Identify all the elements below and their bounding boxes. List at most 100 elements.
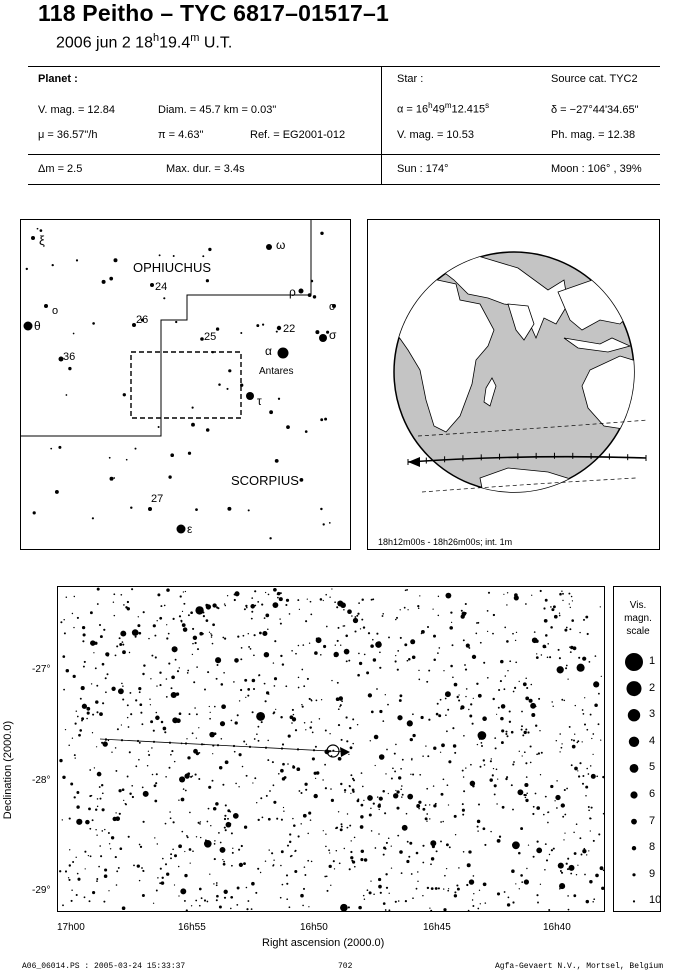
field-star xyxy=(138,631,142,635)
field-star xyxy=(280,864,282,867)
field-star xyxy=(213,883,215,885)
field-star xyxy=(68,878,71,881)
field-star xyxy=(377,804,381,808)
field-star xyxy=(118,789,122,793)
field-star xyxy=(180,797,185,802)
header-divider xyxy=(381,66,382,184)
field-star xyxy=(174,854,177,858)
field-star xyxy=(406,859,410,864)
field-star xyxy=(410,639,416,645)
field-star xyxy=(581,782,585,785)
field-star xyxy=(427,755,430,758)
field-star xyxy=(223,826,226,829)
field-star xyxy=(599,606,601,608)
field-star xyxy=(245,886,248,889)
finder-star xyxy=(304,430,308,433)
field-star xyxy=(503,688,506,691)
field-star xyxy=(558,657,561,660)
field-star xyxy=(472,697,474,700)
field-star xyxy=(156,843,159,845)
field-star xyxy=(96,805,99,808)
field-star xyxy=(433,746,437,750)
field-star xyxy=(187,669,190,672)
field-star xyxy=(437,887,440,890)
field-star xyxy=(302,887,306,890)
field-star xyxy=(159,867,162,870)
field-star xyxy=(445,867,448,870)
field-star xyxy=(338,757,340,759)
globe-svg: 18h12m00s - 18h26m00s; int. 1m xyxy=(378,251,649,547)
field-star xyxy=(149,704,152,706)
scale-level-label: 10 xyxy=(649,894,661,907)
field-star xyxy=(131,784,134,787)
path-dot xyxy=(152,740,156,743)
scale-level-label: 1 xyxy=(649,655,656,667)
field-star xyxy=(238,786,240,788)
field-star xyxy=(407,609,409,611)
field-star xyxy=(479,765,482,768)
field-star xyxy=(398,699,402,702)
field-star xyxy=(600,675,602,678)
field-star xyxy=(353,865,356,868)
finder-star xyxy=(130,506,133,509)
field-star xyxy=(430,909,433,911)
field-star xyxy=(142,870,145,872)
field-star xyxy=(243,608,246,611)
field-star xyxy=(507,669,509,672)
field-star xyxy=(271,852,274,855)
field-star xyxy=(450,611,453,614)
field-star xyxy=(360,849,365,854)
field-star xyxy=(435,712,439,716)
field-star xyxy=(236,886,240,890)
field-star xyxy=(177,865,180,868)
field-star xyxy=(262,630,268,637)
finder-star xyxy=(211,351,214,354)
field-star xyxy=(174,658,177,661)
header-top-rule xyxy=(28,66,660,67)
finder-star xyxy=(277,397,281,400)
field-star xyxy=(542,644,547,649)
field-star xyxy=(113,593,116,596)
field-star xyxy=(410,873,413,875)
field-star xyxy=(557,648,560,651)
field-star xyxy=(319,598,323,601)
field-star xyxy=(381,615,384,617)
field-star xyxy=(557,862,564,869)
field-star xyxy=(406,659,409,662)
field-star xyxy=(193,681,196,684)
finder-star xyxy=(322,523,325,526)
field-star xyxy=(240,658,243,661)
field-star xyxy=(288,906,291,909)
field-star xyxy=(453,682,458,687)
field-star xyxy=(233,681,235,683)
field-star xyxy=(238,753,242,757)
field-star xyxy=(356,799,360,803)
field-star xyxy=(224,829,227,832)
finder-star xyxy=(319,334,327,342)
constellation-ophiuchus: OPHIUCHUS xyxy=(133,260,211,275)
field-star xyxy=(358,661,363,666)
field-star xyxy=(267,593,270,596)
field-star xyxy=(240,647,243,649)
field-star xyxy=(194,641,197,645)
field-star xyxy=(425,745,427,747)
field-star xyxy=(416,804,421,808)
field-star xyxy=(146,764,149,767)
field-star xyxy=(445,714,447,717)
field-star xyxy=(253,654,255,657)
finder-star xyxy=(320,418,324,422)
field-star xyxy=(462,851,465,853)
scale-level-label: 4 xyxy=(649,734,656,747)
field-star xyxy=(209,731,215,738)
field-star xyxy=(585,795,587,797)
field-star xyxy=(585,615,589,619)
field-star xyxy=(582,713,585,715)
field-star xyxy=(366,671,370,675)
field-star xyxy=(400,767,402,770)
field-star xyxy=(583,847,586,850)
field-star xyxy=(550,784,554,789)
field-star xyxy=(160,881,165,885)
field-star xyxy=(120,593,123,596)
field-star xyxy=(448,846,451,849)
field-star xyxy=(384,812,387,815)
